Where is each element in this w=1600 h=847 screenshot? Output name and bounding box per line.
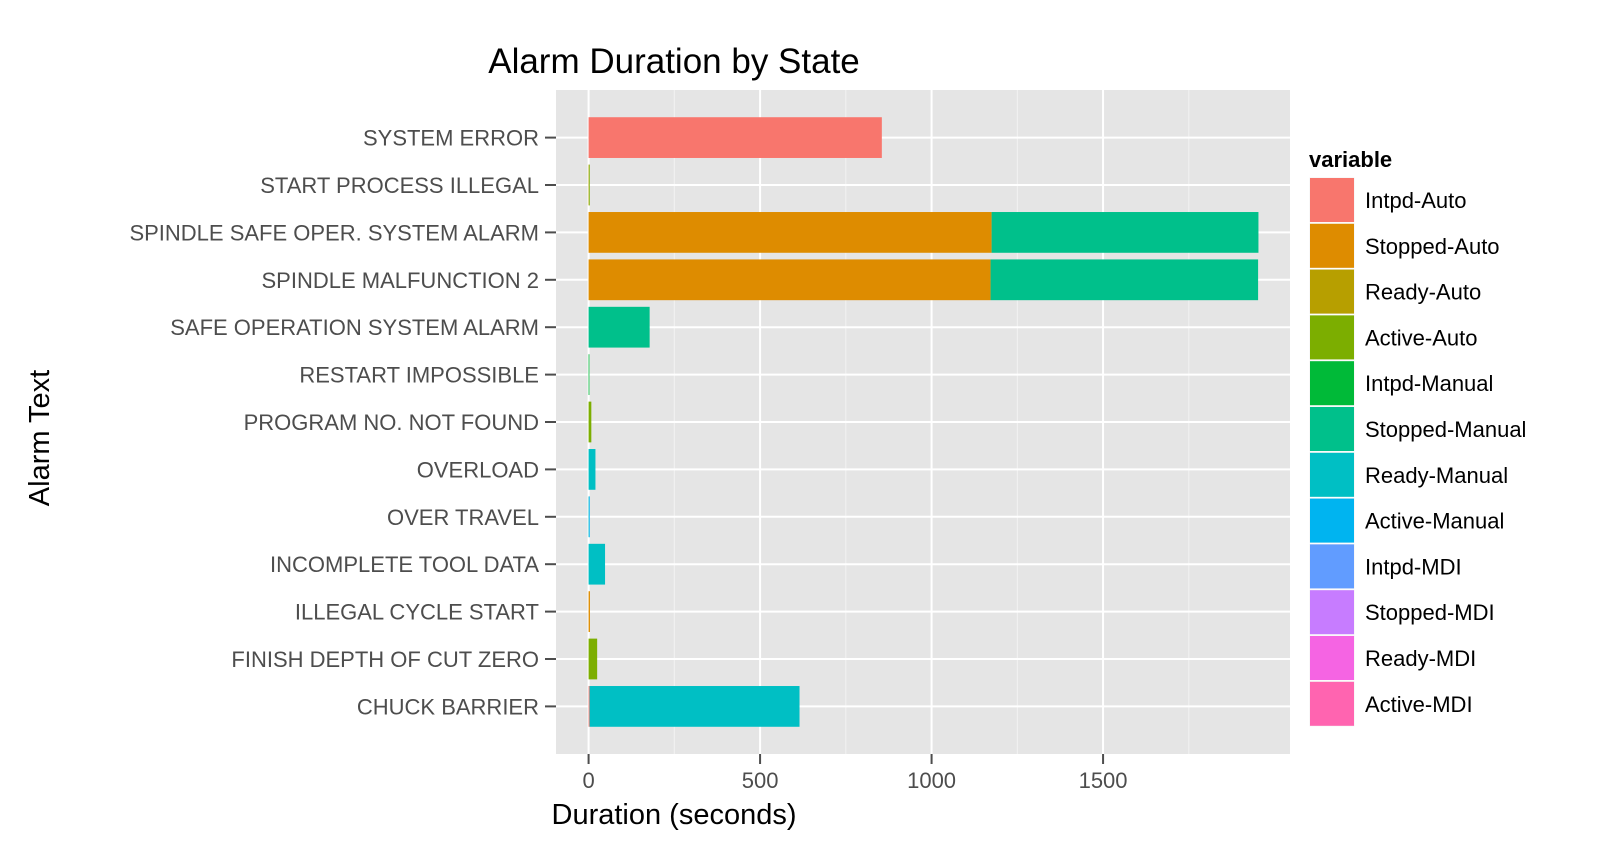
x-tick-label: 1000 <box>907 768 956 793</box>
legend-title: variable <box>1309 147 1392 172</box>
bar-segment <box>588 496 590 538</box>
legend-label: Intpd-MDI <box>1365 554 1462 579</box>
bar-segment <box>588 638 598 680</box>
y-tick-label: SAFE OPERATION SYSTEM ALARM <box>170 315 539 340</box>
bar-segment <box>589 686 800 727</box>
y-tick-label: RESTART IMPOSSIBLE <box>299 363 539 388</box>
y-tick-label: OVERLOAD <box>417 457 539 482</box>
y-axis: SYSTEM ERROR START PROCESS ILLEGAL SPINDLE… <box>129 126 556 719</box>
legend-label: Stopped-Manual <box>1365 417 1526 442</box>
legend-label: Stopped-Auto <box>1365 234 1500 259</box>
legend-swatch <box>1310 361 1354 406</box>
y-tick-label: INCOMPLETE TOOL DATA <box>270 552 539 577</box>
legend-label: Intpd-Manual <box>1365 371 1493 396</box>
y-tick-label: SPINDLE MALFUNCTION 2 <box>262 268 540 293</box>
y-tick-label: FINISH DEPTH OF CUT ZERO <box>231 647 539 672</box>
y-tick-label: ILLEGAL CYCLE START <box>295 600 539 625</box>
y-tick-label: OVER TRAVEL <box>387 505 539 530</box>
legend-label: Ready-MDI <box>1365 646 1476 671</box>
y-tick-label: SPINDLE SAFE OPER. SYSTEM ALARM <box>129 220 539 245</box>
bar-segment <box>588 259 991 301</box>
legend-swatch <box>1310 544 1354 589</box>
chart-title: Alarm Duration by State <box>488 42 860 81</box>
bar-segment <box>991 212 1259 253</box>
bar-segment <box>588 354 590 395</box>
bar-segment <box>588 164 590 206</box>
bar-segment <box>588 449 596 490</box>
legend: variable Intpd-Auto Stopped-Auto Ready-Aut… <box>1308 147 1526 728</box>
bar-segment <box>588 686 590 727</box>
bars <box>588 117 1259 727</box>
legend-label: Active-MDI <box>1365 692 1473 717</box>
legend-swatch <box>1310 407 1354 451</box>
legend-label: Stopped-MDI <box>1365 600 1495 625</box>
legend-label: Active-Manual <box>1365 509 1504 534</box>
bar-segment <box>588 117 882 158</box>
y-axis-title: Alarm Text <box>24 370 56 506</box>
y-tick-label: SYSTEM ERROR <box>363 126 539 151</box>
legend-swatch <box>1310 636 1354 680</box>
legend-swatch <box>1310 315 1354 360</box>
x-axis-title: Duration (seconds) <box>552 799 797 831</box>
bar-segment <box>588 401 592 443</box>
x-tick-label: 500 <box>742 768 779 793</box>
legend-swatch <box>1310 223 1354 268</box>
legend-label: Active-Auto <box>1365 325 1478 350</box>
bar-segment <box>588 543 606 585</box>
legend-label: Ready-Manual <box>1365 463 1508 488</box>
legend-label: Intpd-Auto <box>1365 188 1467 213</box>
x-tick-label: 1500 <box>1079 768 1128 793</box>
legend-swatch <box>1310 590 1354 635</box>
legend-swatch <box>1310 178 1354 222</box>
x-axis: 0 500 1000 1500 <box>582 754 1128 793</box>
legend-swatch <box>1310 681 1354 726</box>
bar-segment <box>588 306 650 348</box>
legend-swatch <box>1310 498 1354 543</box>
bar-segment <box>990 259 1259 301</box>
legend-label: Ready-Auto <box>1365 280 1481 305</box>
x-tick-label: 0 <box>582 768 594 793</box>
bar-segment <box>588 591 590 632</box>
bar-segment <box>588 212 992 253</box>
y-tick-label: START PROCESS ILLEGAL <box>260 173 539 198</box>
legend-swatch <box>1310 269 1354 314</box>
y-tick-label: PROGRAM NO. NOT FOUND <box>244 410 539 435</box>
legend-swatch <box>1310 452 1354 497</box>
y-tick-label: CHUCK BARRIER <box>357 694 539 719</box>
